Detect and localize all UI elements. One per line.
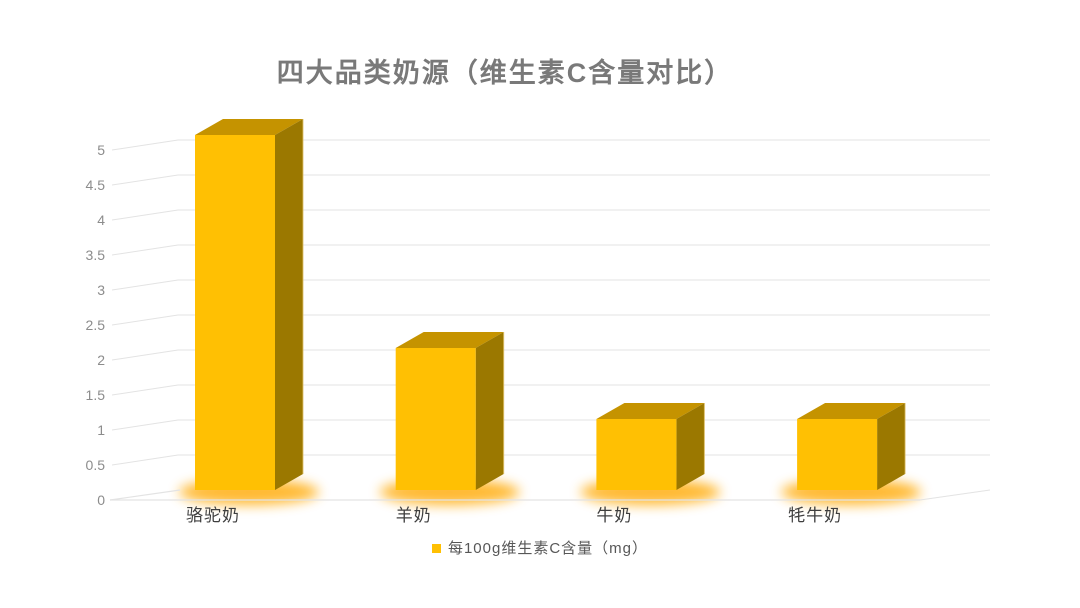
gridline <box>111 349 179 361</box>
y-axis-label: 0 <box>97 492 105 508</box>
gridlines <box>111 139 990 466</box>
legend: 每100g维生素C含量（mg） <box>0 537 1080 558</box>
gridline <box>111 209 179 221</box>
bars <box>195 119 906 490</box>
y-axis-label: 2 <box>97 352 105 368</box>
gridline <box>111 244 179 256</box>
bar-column <box>596 403 705 490</box>
bar-column <box>797 403 906 490</box>
bar-top-face <box>596 403 705 419</box>
bar-top-face <box>797 403 906 419</box>
y-axis-label: 5 <box>97 142 105 158</box>
gridline <box>111 454 179 466</box>
floor-edge <box>109 489 991 501</box>
y-axis-label: 4.5 <box>85 177 105 193</box>
gridline <box>111 139 179 151</box>
bar-side-face <box>676 403 705 490</box>
gridline <box>111 174 179 186</box>
bar-front-face <box>797 419 878 490</box>
x-axis-label: 骆驼奶 <box>186 506 240 525</box>
legend-swatch-icon <box>431 544 441 553</box>
bar-side-face <box>275 119 303 490</box>
y-axis-label: 1.5 <box>85 387 105 403</box>
chart-title: 四大品类奶源（维生素C含量对比） <box>276 58 734 88</box>
x-axis-label: 羊奶 <box>395 506 432 525</box>
x-axis-label: 牦牛奶 <box>788 506 843 525</box>
gridline <box>111 314 179 326</box>
y-axis-label: 3 <box>97 282 105 298</box>
y-axis-label: 4 <box>97 212 105 228</box>
bar-column <box>195 119 304 490</box>
bar-side-face <box>475 332 504 490</box>
bar-front-face <box>195 135 275 490</box>
bar-top-face <box>395 332 504 348</box>
y-axis-label: 0.5 <box>85 457 105 473</box>
bar-front-face <box>395 348 476 490</box>
bar-top-face <box>195 119 303 135</box>
x-axis-label: 牛奶 <box>596 506 633 525</box>
gridline <box>111 419 179 431</box>
bar-side-face <box>877 403 906 490</box>
gridline <box>109 489 181 501</box>
gridline <box>919 489 991 501</box>
bar-column <box>395 332 505 490</box>
y-axis-label: 2.5 <box>85 317 105 333</box>
legend-label: 每100g维生素C含量（mg） <box>447 540 649 557</box>
gridline <box>111 279 179 291</box>
bar-front-face <box>596 419 677 490</box>
gridline <box>111 384 179 396</box>
y-axis-label: 3.5 <box>85 247 105 263</box>
y-axis-label: 1 <box>97 422 105 438</box>
